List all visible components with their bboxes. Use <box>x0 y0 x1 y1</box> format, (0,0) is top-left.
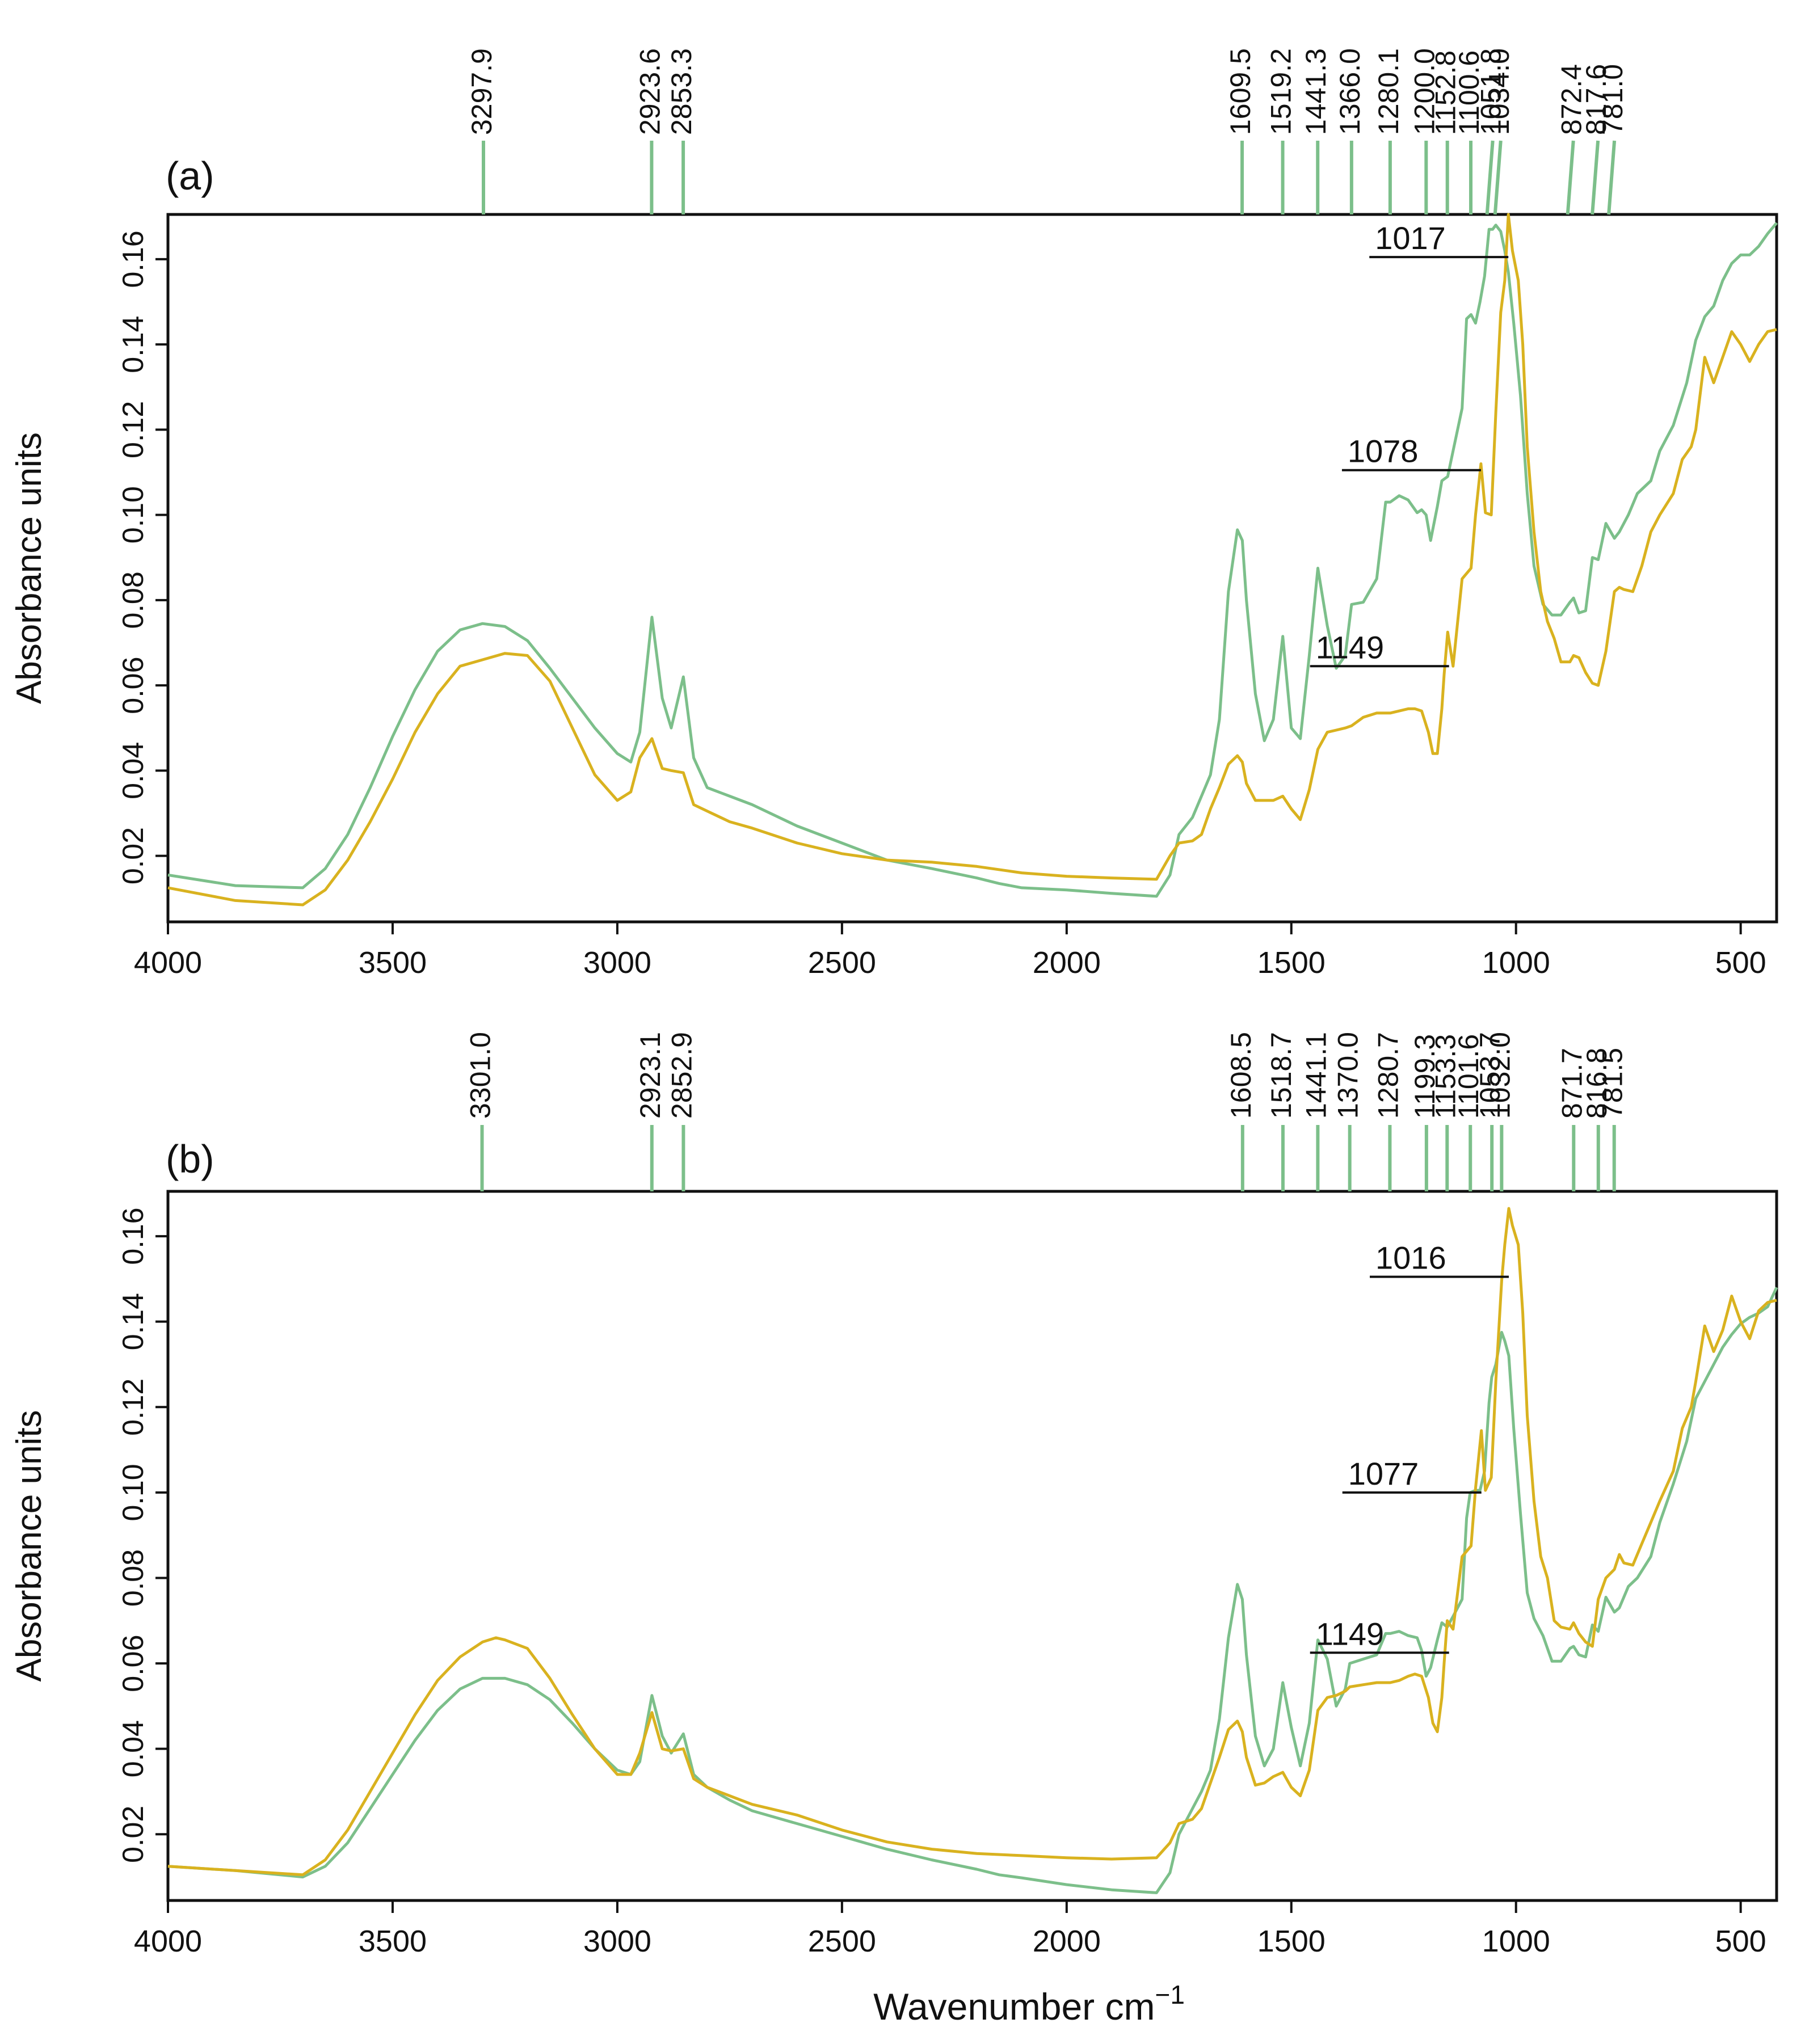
y-axis-label: Absorbance units <box>10 432 49 704</box>
peak-marker-label: 1153.3 <box>1429 1034 1461 1119</box>
x-axis-label-superscript: −1 <box>1155 1980 1184 2009</box>
x-tick-label: 3000 <box>583 1924 651 1958</box>
peak-marker-line <box>1493 140 1503 215</box>
y-tick-label: 0.04 <box>117 742 150 799</box>
panel-b: 4000 3500 3000 2500 2000 1500 1000 500 0.02 0.04 0… <box>10 1032 1778 2028</box>
panel-a: 4000 3500 3000 2500 2000 1500 1000 500 0.02 0.04 0… <box>10 48 1778 980</box>
peak-marker-label: 872.4 <box>1556 64 1588 135</box>
y-axis-label: Absorbance units <box>10 1410 49 1681</box>
peak-marker-line <box>1607 140 1617 215</box>
peak-marker-label: 817.6 <box>1580 64 1612 135</box>
panel-label: (a) <box>166 154 214 198</box>
x-tick-label: 2500 <box>808 946 876 980</box>
x-axis-label-text: Wavenumber cm <box>873 1986 1155 2028</box>
x-tick-label: 500 <box>1715 946 1766 980</box>
annotation-label: 1078 <box>1348 433 1419 469</box>
peak-marker-label: 1519.2 <box>1265 48 1297 135</box>
peak-marker-label: 2923.6 <box>634 48 666 135</box>
peak-marker-label: 1518.7 <box>1265 1032 1297 1119</box>
y-tick-label: 0.10 <box>117 486 150 543</box>
x-tick-label: 3000 <box>583 946 651 980</box>
peak-marker-label: 1199.3 <box>1409 1034 1441 1119</box>
peak-marker-label: 1152.8 <box>1430 50 1462 135</box>
plot-frame <box>166 213 1778 924</box>
peak-marker-label: 2923.1 <box>634 1032 666 1119</box>
peak-marker-label: 781.0 <box>1597 64 1629 135</box>
annotation-label: 1077 <box>1348 1456 1419 1491</box>
y-tick-label: 0.02 <box>117 827 150 884</box>
y-tick-label: 0.14 <box>117 1293 150 1350</box>
y-tick-label: 0.12 <box>117 401 150 458</box>
peak-marker-label: 1051.8 <box>1475 48 1507 135</box>
peak-marker-label: 1370.0 <box>1332 1032 1364 1119</box>
y-tick-label: 0.14 <box>117 316 150 373</box>
peak-marker-label: 3301.0 <box>465 1032 497 1119</box>
peak-marker-label: 1032.0 <box>1484 1032 1516 1119</box>
peak-marker-label: 1441.3 <box>1300 48 1332 135</box>
peak-marker-label: 1280.1 <box>1373 48 1404 135</box>
y-tick-label: 0.16 <box>117 1207 150 1265</box>
peak-marker-line <box>1485 140 1495 215</box>
annotation-label: 1017 <box>1375 220 1446 256</box>
peak-marker-label: 1053.7 <box>1474 1032 1506 1119</box>
x-tick-label: 4000 <box>134 946 202 980</box>
peak-marker-line <box>1591 140 1600 215</box>
series-line-green <box>167 222 1778 898</box>
peak-marker-label: 1100.6 <box>1453 50 1485 135</box>
plot-frame <box>166 1190 1778 1902</box>
x-tick-label: 3500 <box>359 1924 427 1958</box>
x-tick-label: 1500 <box>1257 946 1326 980</box>
peak-marker-label: 2852.9 <box>666 1032 697 1119</box>
x-tick-label: 500 <box>1715 1924 1766 1958</box>
y-tick-label: 0.08 <box>117 1549 150 1607</box>
x-tick-label: 2000 <box>1033 946 1101 980</box>
x-tick-label: 2500 <box>808 1924 876 1958</box>
peak-marker-label: 1366.0 <box>1334 48 1366 135</box>
y-tick-label: 0.06 <box>117 1634 150 1692</box>
y-tick-label: 0.06 <box>117 656 150 714</box>
y-tick-label: 0.04 <box>117 1720 150 1777</box>
peak-marker-label: 1609.5 <box>1225 48 1256 135</box>
x-tick-label: 1000 <box>1482 946 1550 980</box>
peak-marker-label: 3297.9 <box>466 48 498 135</box>
peak-marker-label: 2853.3 <box>666 48 697 135</box>
x-tick-label: 1000 <box>1482 1924 1550 1958</box>
x-tick-label: 3500 <box>359 946 427 980</box>
x-tick-label: 1500 <box>1257 1924 1326 1958</box>
y-tick-label: 0.12 <box>117 1379 150 1436</box>
series-line-yellow <box>167 1207 1777 1877</box>
peak-marker-label: 816.8 <box>1581 1048 1613 1119</box>
y-tick-label: 0.02 <box>117 1806 150 1863</box>
peak-marker-label: 871.7 <box>1556 1048 1588 1119</box>
peak-marker-label: 1200.0 <box>1408 48 1440 135</box>
peak-marker-label: 781.5 <box>1597 1048 1629 1119</box>
y-tick-label: 0.16 <box>117 230 150 288</box>
annotation-label: 1149 <box>1316 629 1384 665</box>
peak-marker-label: 1280.7 <box>1372 1032 1404 1119</box>
x-axis-label: Wavenumber cm−1 <box>873 1980 1185 2028</box>
series-line-green <box>167 1287 1778 1894</box>
y-tick-label: 0.10 <box>117 1464 150 1521</box>
y-tick-label: 0.08 <box>117 571 150 629</box>
peak-marker-label: 1034.0 <box>1483 48 1515 135</box>
panel-label: (b) <box>166 1137 214 1181</box>
peak-marker-label: 1608.5 <box>1225 1032 1257 1119</box>
annotation-label: 1149 <box>1316 1616 1384 1651</box>
peak-marker-label: 1441.1 <box>1300 1032 1332 1119</box>
x-tick-label: 2000 <box>1033 1924 1101 1958</box>
peak-marker-line <box>1566 140 1575 215</box>
x-tick-label: 4000 <box>134 1924 202 1958</box>
annotation-label: 1016 <box>1375 1240 1446 1276</box>
series-line-yellow <box>167 213 1777 907</box>
peak-marker-label: 1101.6 <box>1453 1034 1484 1119</box>
